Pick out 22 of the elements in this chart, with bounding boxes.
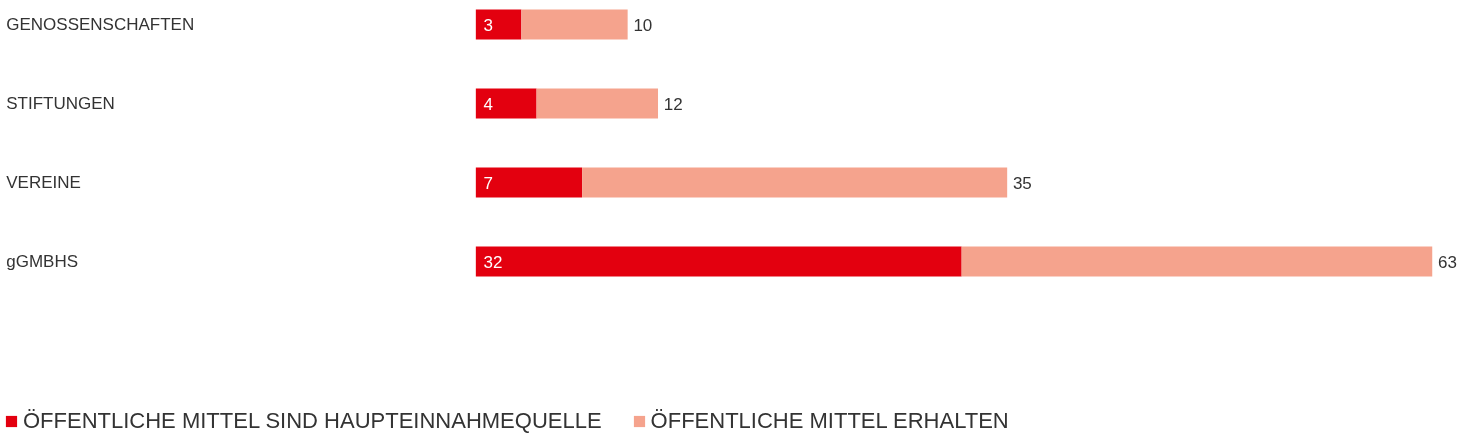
y-tick-label: VEREINE [6, 173, 81, 192]
bar [521, 9, 628, 40]
total-label: 12 [663, 94, 683, 114]
data-label: 7 [483, 173, 493, 193]
y-tick-label: gGMBHS [6, 252, 79, 271]
data-label: 4 [483, 94, 493, 114]
total-label: 35 [1012, 173, 1032, 193]
total-label: 63 [1437, 252, 1457, 272]
y-tick-label: GENOSSENSCHAFTEN [6, 15, 195, 34]
legend-label: ÖFFENTLICHE MITTEL ERHALTEN [650, 408, 1009, 434]
y-tick-label: STIFTUNGEN [6, 94, 115, 113]
data-label: 3 [483, 15, 493, 35]
total-label: 10 [633, 15, 653, 35]
bar [475, 246, 962, 277]
bar [475, 88, 537, 119]
bar [536, 88, 659, 119]
legend-label: ÖFFENTLICHE MITTEL SIND HAUPTEINNAHMEQUELLE [23, 408, 602, 434]
bar [475, 167, 583, 198]
bar [582, 167, 1008, 198]
bar [961, 246, 1433, 277]
data-label: 32 [483, 252, 503, 272]
bar [475, 9, 522, 40]
